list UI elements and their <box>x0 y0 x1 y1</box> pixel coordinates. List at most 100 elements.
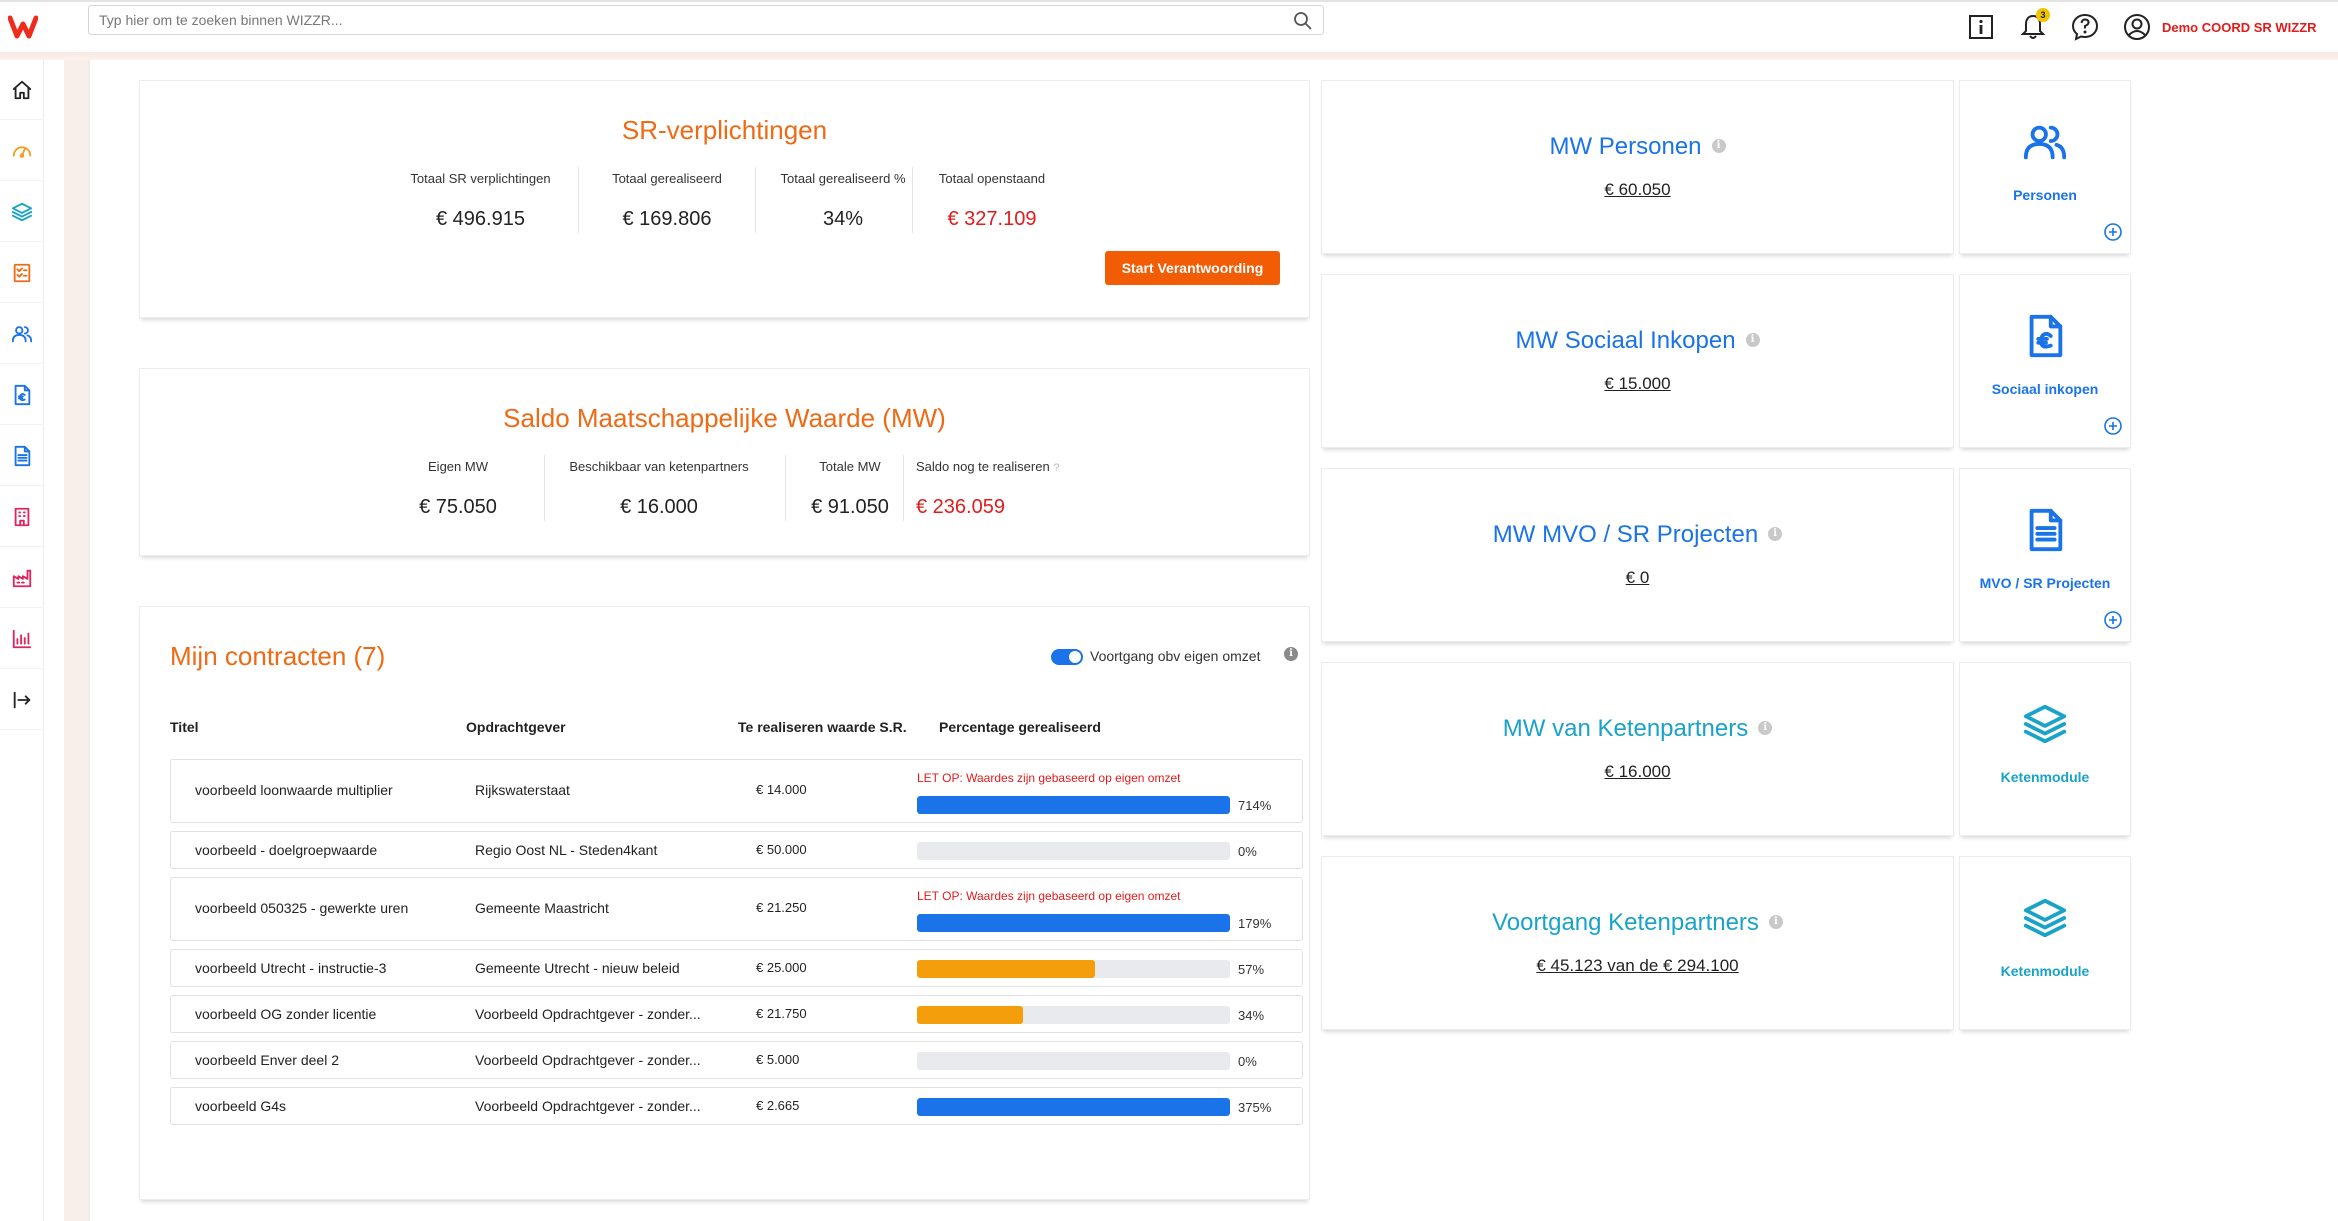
sidebar-item-building[interactable] <box>0 487 44 547</box>
column-header-opdrachtgever[interactable]: Opdrachtgever <box>466 719 566 735</box>
search-input[interactable] <box>89 6 1269 34</box>
wizzr-logo[interactable] <box>8 14 38 40</box>
progress-percentage: 375% <box>1238 1100 1272 1115</box>
sidebar-item-layers[interactable] <box>0 182 44 242</box>
contract-title[interactable]: voorbeeld - doelgroepwaarde <box>195 842 378 858</box>
stat-saldo-nog-te-realiseren: Saldo nog te realiseren ? € 236.059 <box>916 459 1086 519</box>
info-icon[interactable] <box>1966 12 1996 42</box>
sidebar-item-document[interactable] <box>0 426 44 486</box>
table-row[interactable]: voorbeeld Utrecht - instructie-3 Gemeent… <box>170 949 1303 987</box>
progress-bar <box>917 914 1230 932</box>
progress-percentage: 57% <box>1238 962 1265 977</box>
progress-bar <box>917 842 1230 860</box>
table-row[interactable]: voorbeeld - doelgroepwaarde Regio Oost N… <box>170 831 1303 869</box>
mw-card-title-text: MW MVO / SR Projecten <box>1492 521 1759 548</box>
contract-title[interactable]: voorbeeld Enver deel 2 <box>195 1052 339 1068</box>
module-card-sociaal-inkopen[interactable]: Sociaal inkopen <box>1959 274 2131 448</box>
column-header-te-realiseren[interactable]: Te realiseren waarde S.R. <box>738 719 907 735</box>
info-icon[interactable]: i <box>1745 332 1760 347</box>
sidebar-gutter-border <box>88 60 90 1221</box>
module-card-ketenmodule[interactable]: Ketenmodule <box>1959 856 2131 1030</box>
contract-value: € 2.665 <box>756 1098 800 1113</box>
help-icon[interactable] <box>2070 12 2100 42</box>
mw-card-title: MW Sociaal Inkopen i <box>1322 327 1953 355</box>
progress-bar-fill <box>917 1006 1024 1024</box>
info-icon[interactable]: i <box>1284 647 1298 661</box>
layers-icon <box>2022 701 2070 749</box>
mw-card-value[interactable]: € 0 <box>1625 568 1650 587</box>
mw-card-title-text: Voortgang Ketenpartners <box>1492 909 1759 936</box>
progress-percentage: 0% <box>1238 844 1257 859</box>
stat-label: Saldo nog te realiseren ? <box>916 459 1086 474</box>
warning-text: LET OP: Waardes zijn gebaseerd op eigen … <box>917 771 1181 785</box>
contract-title[interactable]: voorbeeld Utrecht - instructie-3 <box>195 960 387 976</box>
sidebar-item-bar-chart[interactable] <box>0 609 44 669</box>
sidebar-item-logout[interactable] <box>0 670 44 730</box>
sidebar-item-euro-document[interactable] <box>0 365 44 425</box>
contract-client: Voorbeeld Opdrachtgever - zonder... <box>475 1006 701 1022</box>
people-icon <box>2022 119 2070 167</box>
euro-document-icon <box>11 384 33 406</box>
module-card-personen[interactable]: Personen <box>1959 80 2131 254</box>
table-row[interactable]: voorbeeld Enver deel 2 Voorbeeld Opdrach… <box>170 1041 1303 1079</box>
voortgang-toggle[interactable] <box>1051 649 1083 665</box>
contract-title[interactable]: voorbeeld loonwaarde multiplier <box>195 782 393 798</box>
contract-title[interactable]: voorbeeld G4s <box>195 1098 287 1114</box>
module-card-ketenmodule[interactable]: Ketenmodule <box>1959 662 2131 836</box>
contract-client: Regio Oost NL - Steden4kant <box>475 842 658 858</box>
sidebar-item-people[interactable] <box>0 304 44 364</box>
info-icon[interactable]: i <box>1711 138 1726 153</box>
stat-value: € 16.000 <box>620 496 698 518</box>
home-icon <box>11 79 33 101</box>
mw-card-value[interactable]: € 45.123 van de € 294.100 <box>1536 956 1739 975</box>
panel-title: SR-verplichtingen <box>621 115 828 145</box>
sidebar-item-factory[interactable] <box>0 548 44 608</box>
table-row[interactable]: voorbeeld G4s Voorbeeld Opdrachtgever - … <box>170 1087 1303 1125</box>
mw-card-value[interactable]: € 15.000 <box>1604 374 1671 393</box>
user-name[interactable]: Demo COORD SR WIZZR <box>2162 20 2317 35</box>
divider <box>903 455 904 521</box>
module-card-label[interactable]: MVO / SR Projecten <box>1979 575 2111 591</box>
notifications-button[interactable]: 3 <box>2018 8 2050 42</box>
info-icon[interactable]: i <box>1768 914 1783 929</box>
start-verantwoording-button[interactable]: Start Verantwoording <box>1105 251 1280 285</box>
contract-title[interactable]: voorbeeld 050325 - gewerkte uren <box>195 900 409 916</box>
sidebar-item-checklist[interactable] <box>0 243 44 303</box>
contract-value: € 14.000 <box>756 782 807 797</box>
table-row[interactable]: voorbeeld loonwaarde multiplier Rijkswat… <box>170 759 1303 823</box>
contracts-panel: Mijn contracten (7) Voortgang obv eigen … <box>139 606 1310 1200</box>
module-card-label[interactable]: Sociaal inkopen <box>1991 381 2099 397</box>
sidebar-item-home[interactable] <box>0 60 44 120</box>
mw-card-title: MW van Ketenpartners i <box>1322 715 1953 743</box>
stat-value: € 496.915 <box>436 208 525 230</box>
module-card-mvo-sr-projecten[interactable]: MVO / SR Projecten <box>1959 468 2131 642</box>
stat-totale-mw: Totale MW € 91.050 <box>790 459 910 519</box>
divider <box>912 167 913 233</box>
module-card-label[interactable]: Personen <box>2013 187 2077 203</box>
question-icon[interactable]: ? <box>1053 462 1060 474</box>
module-card-label[interactable]: Ketenmodule <box>2000 769 2090 785</box>
info-icon[interactable]: i <box>1768 526 1783 541</box>
module-card-label[interactable]: Ketenmodule <box>2000 963 2090 979</box>
add-icon[interactable] <box>2103 610 2123 630</box>
column-header-titel[interactable]: Titel <box>170 719 199 735</box>
add-icon[interactable] <box>2103 222 2123 242</box>
column-header-percentage[interactable]: Percentage gerealiseerd <box>939 719 1101 735</box>
building-icon <box>11 506 33 528</box>
contract-client: Rijkswaterstaat <box>475 782 570 798</box>
info-icon[interactable]: i <box>1758 720 1773 735</box>
contract-value: € 5.000 <box>756 1052 800 1067</box>
add-icon[interactable] <box>2103 416 2123 436</box>
sidebar-item-dashboard-gauge[interactable] <box>0 121 44 181</box>
contract-title[interactable]: voorbeeld OG zonder licentie <box>195 1006 377 1022</box>
table-row[interactable]: voorbeeld OG zonder licentie Voorbeeld O… <box>170 995 1303 1033</box>
search-icon[interactable] <box>1293 11 1313 31</box>
mw-card-value[interactable]: € 60.050 <box>1604 180 1671 199</box>
user-icon[interactable] <box>2122 12 2152 42</box>
mw-card-value[interactable]: € 16.000 <box>1604 762 1671 781</box>
checklist-icon <box>11 262 33 284</box>
contract-client: Gemeente Maastricht <box>475 900 609 916</box>
stat-label: Totale MW <box>819 459 881 474</box>
table-row[interactable]: voorbeeld 050325 - gewerkte uren Gemeent… <box>170 877 1303 941</box>
notification-badge: 3 <box>2036 8 2050 22</box>
